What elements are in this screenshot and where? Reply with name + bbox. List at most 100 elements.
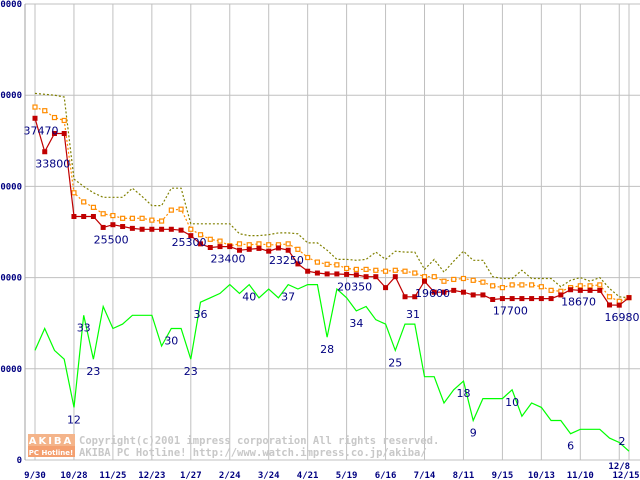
data-label-minimum: 33800 [35, 158, 70, 171]
data-point-average [256, 241, 262, 247]
series-line-minimum [34, 118, 630, 306]
site-url-text: AKIBA PC Hotline! http://www.watch.impre… [79, 447, 427, 459]
data-label-shops: 18 [456, 387, 470, 400]
data-point-minimum [607, 302, 613, 308]
data-point-minimum [519, 296, 525, 302]
data-point-minimum [305, 268, 311, 274]
data-point-average [217, 238, 223, 244]
data-point-average [168, 207, 174, 213]
data-label-shops: 12 [67, 413, 81, 426]
data-point-average [421, 274, 428, 280]
data-label-minimum: 19600 [415, 287, 450, 300]
data-point-average [178, 206, 184, 212]
data-point-average [71, 190, 77, 196]
data-point-minimum [324, 271, 330, 277]
data-point-minimum [188, 233, 194, 239]
data-point-minimum [295, 261, 301, 267]
data-point-average [100, 211, 106, 217]
data-point-minimum [373, 274, 379, 280]
data-label-minimum: 16980 [605, 311, 640, 324]
data-label-shops: 23 [184, 365, 198, 378]
data-point-average [158, 218, 165, 224]
y-tick-label: 10000 [0, 365, 22, 375]
series-line-average [34, 106, 630, 302]
data-point-average [392, 267, 398, 273]
data-label-shops: 30 [164, 334, 178, 347]
data-point-minimum [402, 294, 408, 300]
data-point-minimum [363, 274, 369, 280]
data-point-average [90, 204, 97, 210]
x-tick-label: 6/16 [375, 471, 397, 480]
x-tick-label: 9/30 [24, 471, 46, 480]
y-tick-label: 30000 [0, 182, 22, 192]
data-point-average [363, 266, 369, 272]
data-point-minimum [159, 226, 165, 232]
data-point-minimum [460, 289, 466, 295]
data-point-minimum [353, 272, 359, 278]
data-point-average [188, 226, 194, 232]
x-tick-label: 2/24 [219, 471, 241, 480]
logo-bottom-text: PC Hotline! [29, 449, 73, 457]
series-line-shops [34, 283, 630, 452]
logo-top-text: AKIBA [29, 436, 74, 447]
data-point-average [149, 217, 155, 223]
data-point-minimum [451, 287, 457, 293]
data-point-average [197, 232, 204, 238]
data-point-minimum [470, 292, 476, 298]
data-label-minimum: 18670 [561, 296, 596, 309]
x-tick-label: 10/13 [528, 471, 555, 480]
data-point-average [519, 282, 525, 288]
data-point-minimum [285, 247, 291, 253]
x-tick-label: 7/14 [414, 471, 436, 480]
data-label-shops: 6 [567, 440, 574, 453]
data-label-minimum: 37470 [24, 124, 59, 137]
data-point-minimum [431, 289, 437, 295]
data-point-average [353, 266, 359, 272]
data-label-shops: 36 [194, 308, 208, 321]
data-point-minimum [568, 287, 574, 293]
data-point-minimum [168, 226, 174, 232]
data-point-minimum [422, 278, 428, 284]
data-point-minimum [246, 246, 252, 252]
data-point-minimum [110, 222, 116, 228]
data-point-minimum [129, 225, 135, 231]
data-point-minimum [32, 115, 38, 121]
data-point-minimum [275, 245, 281, 251]
data-point-minimum [616, 302, 622, 308]
data-point-minimum [100, 224, 106, 230]
data-point-minimum [81, 213, 87, 219]
data-label-minimum: 20350 [337, 280, 372, 293]
data-point-average [334, 262, 340, 268]
data-label-shops: 28 [320, 343, 334, 356]
data-label-minimum: 25500 [94, 233, 129, 246]
data-point-average [529, 282, 535, 288]
data-point-average [460, 275, 467, 282]
data-point-minimum [548, 296, 554, 302]
data-point-minimum [217, 244, 223, 250]
data-point-minimum [256, 245, 262, 251]
data-point-minimum [42, 149, 48, 155]
data-point-average [51, 114, 58, 121]
x-tick-label: 10/28 [60, 471, 87, 480]
data-label-shops: 37 [281, 291, 295, 304]
x-tick-label: 3/24 [258, 471, 280, 480]
data-point-average [110, 212, 116, 219]
data-point-average [61, 117, 67, 124]
data-point-minimum [490, 296, 496, 302]
data-point-minimum [314, 270, 320, 276]
copyright-text: Copyright(c)2001 impress corporation All… [79, 435, 439, 447]
x-tick-label: 8/11 [453, 471, 475, 480]
data-point-average [382, 268, 389, 274]
data-label-minimum: 17700 [493, 305, 528, 318]
data-point-minimum [90, 213, 96, 219]
data-point-average [305, 254, 311, 261]
data-point-average [402, 268, 408, 274]
annotation-layer: 37470 33800 25500 25300 23400 23250 20350 19600… [24, 124, 640, 452]
data-point-average [81, 199, 87, 205]
data-point-minimum [392, 274, 398, 280]
x-tick-label: 9/15 [492, 471, 514, 480]
data-point-average [139, 215, 145, 221]
data-point-average [597, 282, 603, 288]
